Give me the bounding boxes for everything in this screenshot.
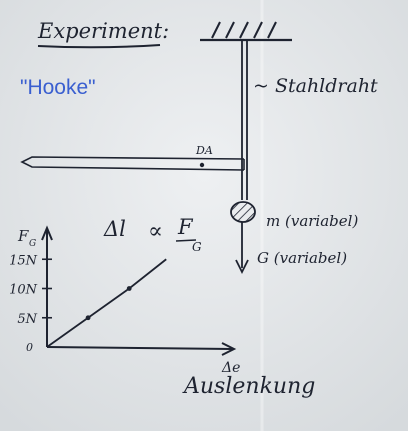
- force-label: G (variabel): [257, 249, 347, 267]
- data-points: [85, 286, 132, 321]
- x-axis: [46, 346, 233, 350]
- proportionality-relation: Δl ∝ F G: [103, 215, 202, 254]
- relation-subscript: G: [192, 240, 202, 254]
- data-point: [85, 315, 91, 321]
- heading: Experiment:: [37, 19, 169, 43]
- y-ticks: 5N 10N 15N: [9, 253, 52, 327]
- mass-label: m (variabel): [266, 212, 358, 230]
- y-tick-label: 5N: [17, 312, 37, 327]
- origin-label: 0: [26, 341, 33, 354]
- y-axis-label-subscript: G: [29, 239, 36, 249]
- data-point: [126, 286, 132, 291]
- relation-prop: ∝: [148, 219, 163, 244]
- hanging-mass: [230, 201, 256, 223]
- force-extension-chart: F G 0 Δe Auslenkung 5N 10N 15N: [9, 225, 315, 399]
- y-axis-label: F: [17, 227, 29, 245]
- x-axis-arrow: [221, 342, 237, 356]
- y-tick-label: 10N: [9, 283, 38, 298]
- subtitle: "Hooke": [20, 76, 96, 99]
- y-tick-label: 15N: [9, 253, 38, 268]
- ceiling-mount: [200, 21, 292, 42]
- series-line: [46, 258, 167, 348]
- y-axis-arrow: [41, 225, 53, 241]
- steel-wire: [241, 40, 248, 200]
- pointer-label: DA: [195, 144, 213, 157]
- x-axis-caption: Auslenkung: [182, 374, 315, 399]
- relation-numerator: F: [177, 215, 194, 239]
- weight-arrow: [235, 222, 249, 275]
- pointer-arm: [20, 156, 245, 171]
- relation-left: Δl: [103, 217, 126, 241]
- relation-fraction-bar: [175, 239, 197, 242]
- x-axis-label: Δe: [221, 360, 240, 376]
- wire-label: ~ Stahldraht: [253, 75, 378, 97]
- heading-underline: [37, 44, 161, 49]
